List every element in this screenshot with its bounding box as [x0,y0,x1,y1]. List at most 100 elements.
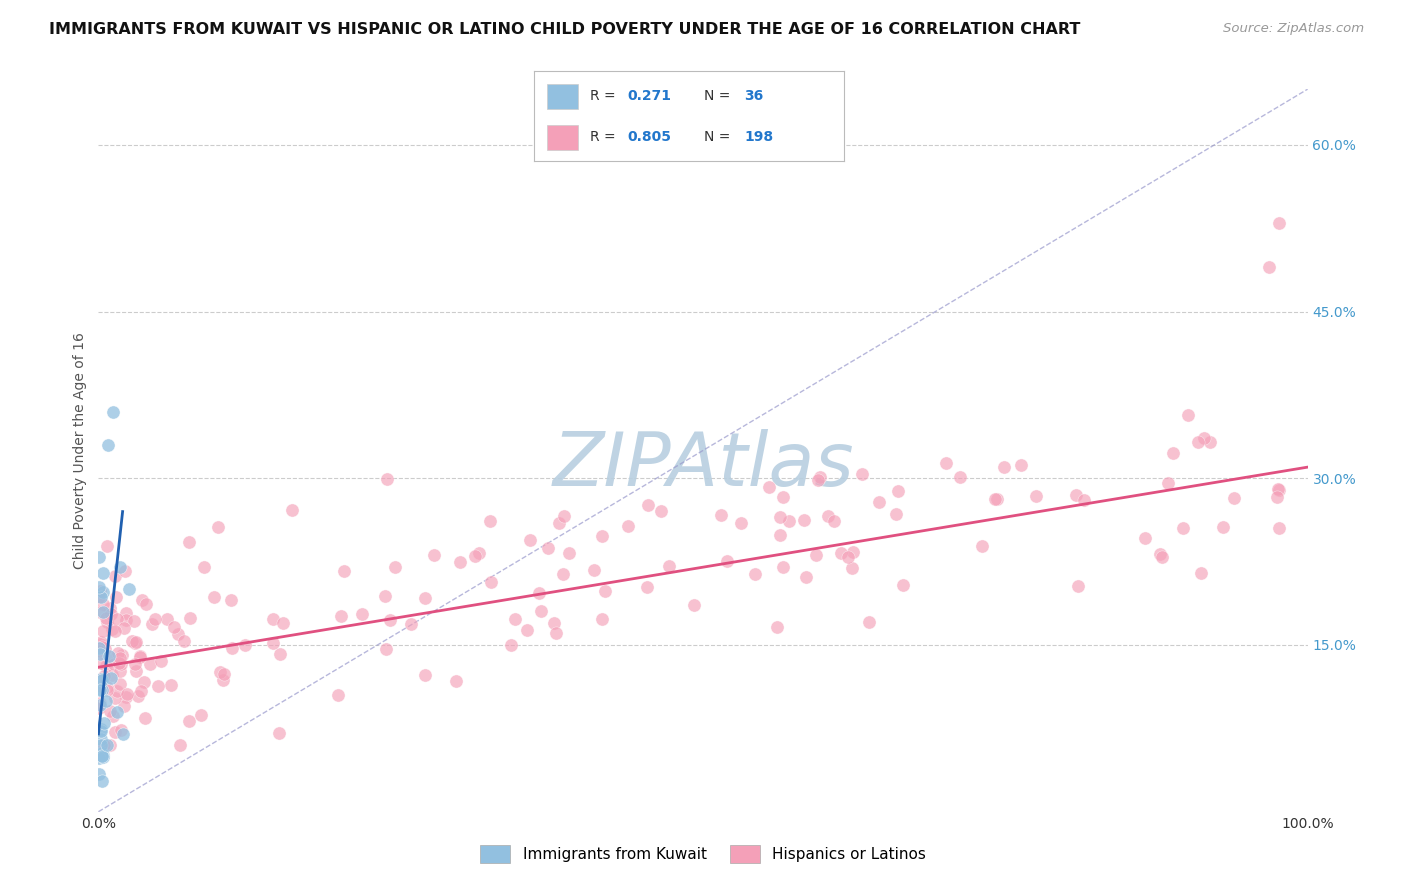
Point [89,698,111,712]
Point [179,611,201,625]
Point [173,634,195,648]
Point [129,684,152,698]
Point [1173,521,1195,535]
Point [111,648,134,662]
Point [984,492,1007,507]
Point [1189,566,1212,580]
Point [553,509,575,524]
Point [91,746,114,760]
Point [134,711,156,725]
Point [104,691,127,706]
Point [129,649,152,664]
Point [769,528,792,542]
Point [160,678,183,692]
Point [837,549,859,564]
Point [219,593,242,607]
Point [104,725,127,739]
Point [1212,520,1234,534]
Text: 36: 36 [745,89,763,103]
Point [114,690,136,705]
Point [1192,431,1215,445]
Point [112,699,135,714]
Point [269,647,291,661]
Point [156,612,179,626]
Point [530,603,553,617]
Point [658,558,681,573]
Point [330,609,353,624]
Point [94,693,117,707]
Point [423,548,446,562]
Point [110,723,132,737]
Point [378,613,401,627]
Point [139,657,162,671]
Point [115,613,138,627]
Point [501,638,523,652]
Point [1177,408,1199,422]
Point [830,546,852,560]
Point [94,659,117,673]
Point [91,673,114,688]
Point [87,644,110,658]
Point [536,541,558,555]
Point [90,679,112,693]
Point [108,665,131,679]
Point [89,697,111,711]
Point [263,611,285,625]
Point [328,689,350,703]
Point [766,619,789,633]
Text: R =: R = [591,89,620,103]
Point [1149,547,1171,561]
Point [778,514,800,528]
Point [794,570,817,584]
Point [516,623,538,637]
Point [89,591,111,605]
Point [710,508,733,523]
Point [209,665,232,679]
Point [125,635,148,649]
Point [98,601,121,615]
Point [141,616,163,631]
Point [104,569,127,583]
Point [90,773,112,788]
Point [1265,490,1288,504]
Point [519,533,541,548]
Point [125,664,148,678]
Point [110,651,132,665]
Text: 198: 198 [745,130,773,145]
Point [467,546,489,560]
Point [90,656,112,670]
Point [591,529,613,543]
Point [100,607,122,622]
Point [884,507,907,521]
Point [124,636,146,650]
Point [96,683,118,698]
Point [89,550,111,565]
Point [131,592,153,607]
Point [177,714,200,728]
Point [112,621,135,635]
Point [207,520,229,534]
Point [269,726,291,740]
Point [949,470,972,484]
Point [90,722,112,736]
Point [91,585,114,599]
Point [108,560,131,574]
Text: 0.271: 0.271 [627,89,671,103]
Point [233,638,256,652]
Point [96,539,118,553]
Point [104,624,127,638]
Point [98,649,121,664]
Point [146,679,169,693]
Point [806,548,828,562]
Point [464,549,486,563]
Point [89,683,111,698]
Point [108,677,131,691]
Bar [547,84,578,109]
Point [87,580,110,594]
Point [90,732,112,747]
Point [202,590,225,604]
Point [105,612,128,626]
Point [1161,446,1184,460]
Point [169,738,191,752]
Point [100,671,122,685]
